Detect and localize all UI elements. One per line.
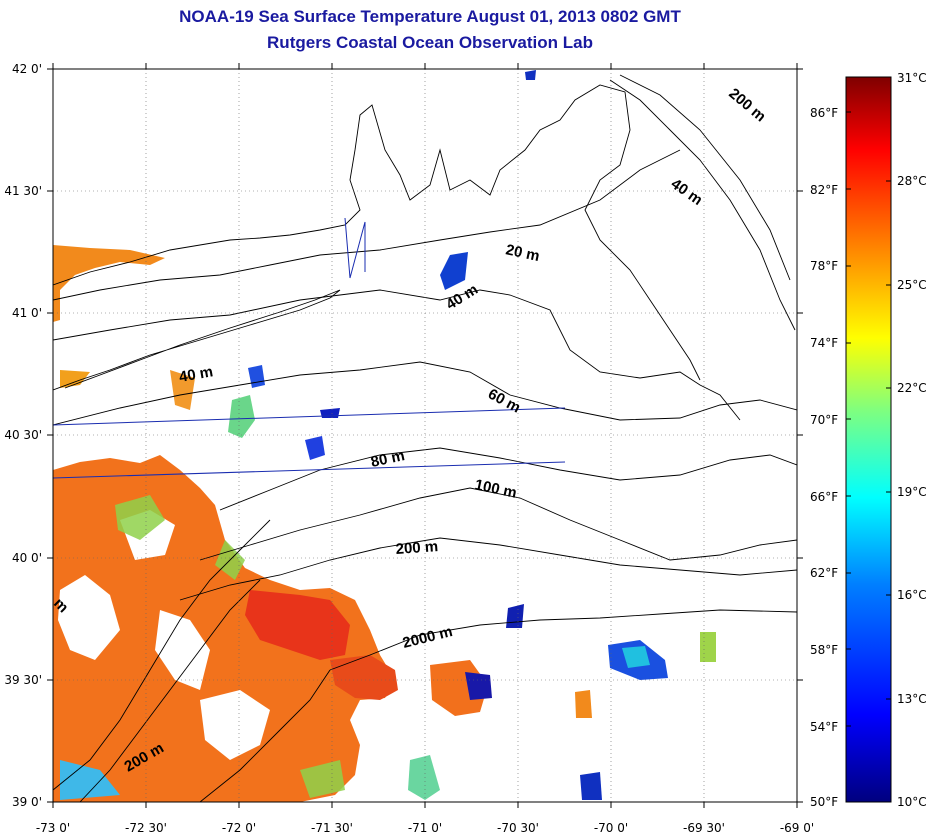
contour-shelf-sw-2 (79, 579, 261, 802)
fahrenheit-label: 58°F (810, 643, 838, 657)
map-subtitle: Rutgers Coastal Ocean Observation Lab (267, 33, 593, 52)
sst-patch-blue-4 (506, 604, 524, 628)
contour-label-200m-ne: 200 m (725, 85, 769, 125)
contour-40m-north (53, 289, 741, 421)
celsius-labels: 31°C 28°C 25°C 22°C 19°C 16°C 13°C 10°C (897, 71, 927, 809)
cloud-gap-3 (200, 690, 270, 760)
sst-patch-blue-top (525, 70, 536, 80)
cloud-gap-1 (58, 575, 120, 660)
sst-patch-red-center (245, 590, 350, 660)
sst-patch-cyan-5 (622, 646, 650, 668)
contour-200m-ne (619, 74, 791, 281)
contour-shelf-sw-1 (53, 519, 271, 791)
contour-20m (53, 149, 681, 301)
contour-label-80m: 80 m (369, 447, 406, 471)
map-frame-ticks (47, 63, 803, 808)
lon-tick-label: -71 30' (311, 821, 353, 835)
celsius-label: 19°C (897, 485, 927, 499)
contour-label-200m: 200 m (395, 538, 439, 558)
sst-patch-orange-7 (575, 690, 592, 718)
lon-tick-label: -69 0' (780, 821, 814, 835)
sst-patch-cyan-south (60, 760, 120, 800)
lat-tick-labels: 39 0' 39 30' 40 0' 40 30' 41 0' 41 30' 4… (4, 62, 42, 809)
celsius-label: 22°C (897, 381, 927, 395)
sst-patch-ne-orange (60, 370, 90, 388)
sst-patch-blue-7 (465, 672, 492, 700)
cloud-gap-2 (155, 610, 210, 690)
coastline-longisland (53, 289, 341, 391)
contour-label-2000m: 2000 m (401, 623, 454, 652)
contour-shelf-sw-3 (199, 669, 331, 802)
map-title: NOAA-19 Sea Surface Temperature August 0… (179, 7, 681, 26)
fahrenheit-label: 66°F (810, 490, 838, 504)
contour-40m-ne (609, 79, 796, 331)
grid-parallels (53, 190, 797, 681)
track-line-1 (53, 407, 566, 426)
lon-tick-label: -70 30' (497, 821, 539, 835)
sst-patch-cyan-mid (228, 395, 255, 438)
fahrenheit-label: 70°F (810, 413, 838, 427)
satellite-tracks (53, 217, 566, 479)
lat-tick-label: 42 0' (12, 62, 42, 76)
fahrenheit-label: 86°F (810, 106, 838, 120)
fahrenheit-label: 78°F (810, 259, 838, 273)
contour-200m (179, 537, 797, 601)
fahrenheit-label: 74°F (810, 336, 838, 350)
map-grid (53, 69, 797, 802)
sst-patch-blue-3 (440, 252, 468, 290)
bathymetry-contours (53, 74, 797, 802)
lon-tick-labels: -73 0' -72 30' -72 0' -71 30' -71 0' -70… (36, 821, 814, 835)
fahrenheit-label: 54°F (810, 720, 838, 734)
celsius-label: 28°C (897, 174, 927, 188)
sst-patch-green-7 (700, 632, 716, 662)
lon-tick-label: -73 0' (36, 821, 70, 835)
lon-tick-label: -70 0' (594, 821, 628, 835)
fahrenheit-label: 50°F (810, 795, 838, 809)
colorbar-ticks (846, 111, 891, 727)
celsius-label: 10°C (897, 795, 927, 809)
fahrenheit-labels: 86°F 82°F 78°F 74°F 70°F 66°F 62°F 58°F … (810, 106, 838, 809)
sst-patch-block-island (170, 370, 195, 410)
celsius-label: 13°C (897, 692, 927, 706)
sst-patch-blue-6 (580, 772, 602, 800)
temperature-colorbar (845, 76, 892, 803)
contour-label-60m: 60 m (485, 386, 523, 417)
track-line-3 (344, 217, 366, 279)
lon-tick-label: -71 0' (408, 821, 442, 835)
celsius-label: 31°C (897, 71, 927, 85)
track-line-2 (53, 461, 566, 479)
lat-tick-label: 39 30' (4, 673, 42, 687)
sst-patch-green-edges (115, 495, 345, 798)
lat-tick-label: 41 30' (4, 184, 42, 198)
contour-2000m (329, 609, 797, 671)
contour-100m (199, 487, 797, 561)
lon-tick-label: -72 30' (125, 821, 167, 835)
lat-tick-label: 40 30' (4, 428, 42, 442)
sst-patch-longisland (53, 245, 165, 322)
contour-label-40m-west: 40 m (178, 363, 215, 386)
lon-tick-label: -69 30' (683, 821, 725, 835)
sst-patch-red-east (330, 655, 398, 700)
fahrenheit-label: 62°F (810, 566, 838, 580)
contour-label-100m: 100 m (473, 476, 518, 501)
sst-patch-mixed-south (408, 755, 440, 800)
fahrenheit-label: 82°F (810, 183, 838, 197)
contour-80m (219, 447, 797, 511)
lat-tick-label: 41 0' (12, 306, 42, 320)
sst-data-layer (53, 70, 716, 802)
contour-label-20m: 20 m (504, 241, 541, 265)
lat-tick-label: 40 0' (12, 551, 42, 565)
contour-60m (53, 361, 797, 426)
sst-patch-blue-1 (248, 365, 265, 388)
celsius-label: 25°C (897, 278, 927, 292)
lon-tick-label: -72 0' (222, 821, 256, 835)
celsius-label: 16°C (897, 588, 927, 602)
sst-patch-blue-2 (305, 436, 325, 460)
coastline-connecticut (53, 84, 701, 381)
contour-label-40m-ne: 40 m (668, 175, 706, 209)
lat-tick-label: 39 0' (12, 795, 42, 809)
